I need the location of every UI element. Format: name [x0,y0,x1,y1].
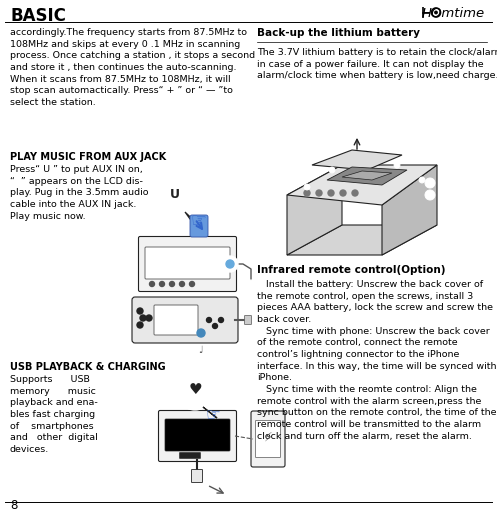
Text: Supports      USB
memory      music
playback and ena-
bles fast charging
of    s: Supports USB memory music playback and e… [10,375,98,454]
FancyBboxPatch shape [179,453,200,459]
Circle shape [219,317,224,322]
Circle shape [189,282,194,286]
Circle shape [425,190,435,200]
Text: USB PLAYBACK & CHARGING: USB PLAYBACK & CHARGING [10,362,166,372]
Polygon shape [185,212,203,229]
Polygon shape [287,225,437,255]
Circle shape [206,317,212,322]
FancyBboxPatch shape [165,419,230,451]
Text: BASIC: BASIC [10,7,66,25]
FancyBboxPatch shape [245,315,251,325]
Text: The 3.7V lithium battery is to retain the clock/alarm
in case of a power failure: The 3.7V lithium battery is to retain th… [257,48,497,80]
Circle shape [162,182,188,208]
Circle shape [316,190,322,196]
Polygon shape [342,171,392,180]
Circle shape [340,190,346,196]
Polygon shape [312,150,402,170]
Text: ☞: ☞ [191,211,207,229]
Circle shape [137,308,143,314]
Polygon shape [287,165,437,205]
FancyBboxPatch shape [159,411,237,461]
Circle shape [179,282,184,286]
Text: ♩: ♩ [199,345,203,355]
Circle shape [160,282,165,286]
Circle shape [247,280,255,288]
Circle shape [140,315,146,321]
Circle shape [153,173,197,217]
Circle shape [169,282,174,286]
Text: ⚡: ⚡ [263,430,272,443]
Text: ☞: ☞ [206,406,221,424]
Text: Infrared remote control(Option): Infrared remote control(Option) [257,265,445,275]
Text: ♥: ♥ [188,381,202,396]
Circle shape [329,167,335,173]
Text: Install the battery: Unscrew the back cover of
the remote control, open the scre: Install the battery: Unscrew the back co… [257,280,497,441]
Circle shape [425,178,435,188]
Polygon shape [382,165,437,255]
FancyBboxPatch shape [190,215,208,237]
Circle shape [175,370,215,410]
Circle shape [352,190,358,196]
Circle shape [197,329,205,337]
Text: 8: 8 [10,499,17,512]
FancyBboxPatch shape [145,247,230,279]
Circle shape [150,282,155,286]
FancyBboxPatch shape [132,297,238,343]
Circle shape [226,260,234,268]
Circle shape [435,11,437,14]
Polygon shape [327,167,407,185]
Circle shape [222,256,238,272]
Circle shape [213,324,218,329]
Circle shape [419,177,425,183]
Circle shape [394,162,400,168]
FancyBboxPatch shape [139,236,237,292]
Text: HOmtime: HOmtime [422,7,485,20]
Circle shape [137,322,143,328]
Polygon shape [203,407,217,418]
Circle shape [146,315,152,321]
FancyBboxPatch shape [191,470,202,482]
Text: PLAY MUSIC FROM AUX JACK: PLAY MUSIC FROM AUX JACK [10,152,166,162]
Text: Press“ U ” to put AUX IN on,
“  ” appears on the LCD dis-
play. Pug in the 3.5mm: Press“ U ” to put AUX IN on, “ ” appears… [10,165,149,221]
Circle shape [304,190,310,196]
FancyBboxPatch shape [154,305,198,335]
Circle shape [328,190,334,196]
Polygon shape [287,165,342,255]
FancyBboxPatch shape [255,421,280,458]
Circle shape [304,184,310,190]
Text: U: U [170,187,180,201]
Text: accordingly.The frequency starts from 87.5MHz to
108MHz and skips at every 0 .1 : accordingly.The frequency starts from 87… [10,28,255,107]
Text: Back-up the lithium battery: Back-up the lithium battery [257,28,420,38]
FancyBboxPatch shape [251,411,285,467]
